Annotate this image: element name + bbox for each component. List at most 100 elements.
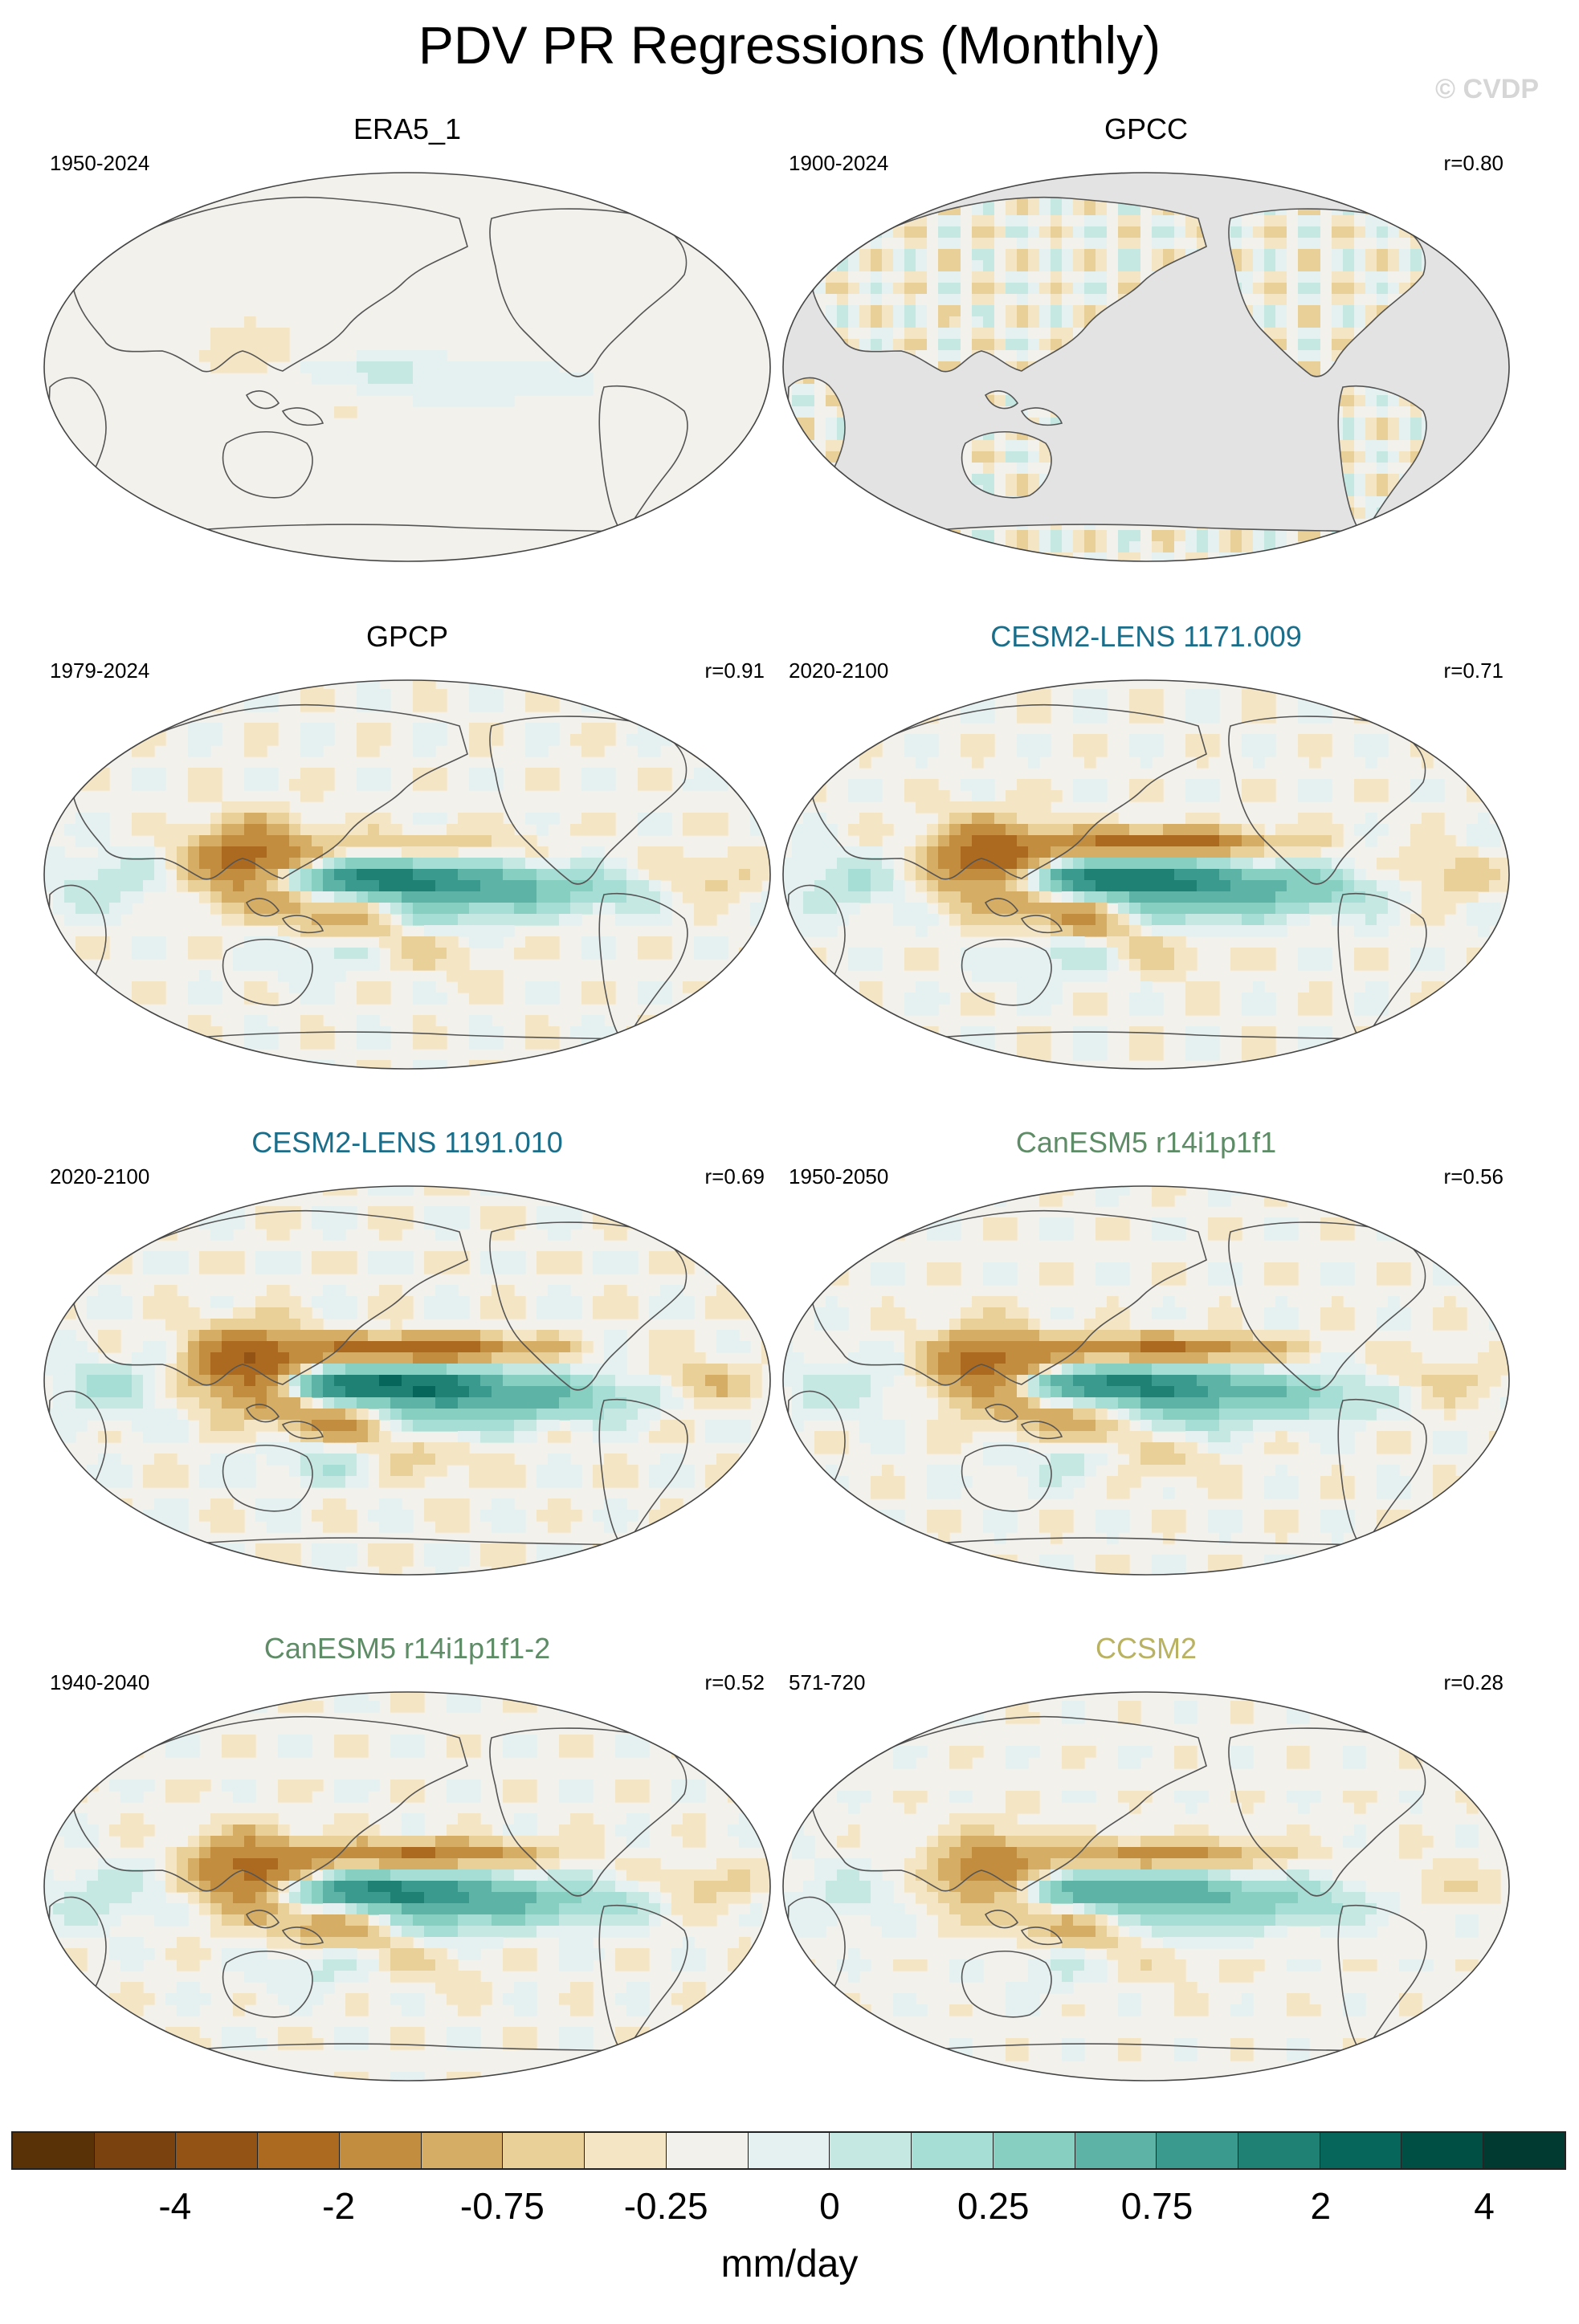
map-panel: CESM2-LENS 1171.009 2020-2100 r=0.71 [781,620,1512,1094]
coastline [1020,1926,1063,1946]
map-border [782,172,1510,562]
map-panel: CESM2-LENS 1191.010 2020-2100 r=0.69 [42,1126,773,1600]
coastline [984,390,1019,410]
figure-title: PDV PR Regressions (Monthly) [418,15,1161,75]
panel-title: GPCP [365,620,449,653]
colorbar-tick-label: -4 [158,2185,192,2227]
panel-period: 2020-2100 [50,1164,150,1189]
panel-period: 1900-2024 [789,151,889,175]
colorbar-tick-label: 0 [819,2185,840,2227]
map-border [43,679,771,1070]
panel-correlation: r=0.56 [1443,1164,1504,1189]
colorbar-tick-label: -0.75 [459,2185,545,2227]
coastline [961,1951,1052,2018]
panel-period: 2020-2100 [789,658,889,683]
panel-period: 571-720 [789,1670,866,1694]
colorbar-box [1238,2133,1320,2168]
coastline [1337,1398,1427,1551]
colorbar-box [258,2133,340,2168]
colorbar-box [94,2133,177,2168]
coastline [245,1910,280,1929]
map-panel: GPCP 1979-2024 r=0.91 [42,620,773,1094]
colorbar-box [503,2133,585,2168]
coastline [222,431,313,499]
coastline [73,1209,468,1386]
colorbar-tick-label: -2 [322,2185,356,2227]
colorbar-tick-label: 0.75 [1120,2185,1193,2227]
cvdp-watermark: © CVDP [1435,74,1539,104]
regression-map [43,1185,771,1576]
map-border [43,1185,771,1576]
colorbar-box [1157,2133,1239,2168]
colorbar-tick-label: 2 [1310,2185,1332,2227]
colorbar-box [830,2133,912,2168]
colorbar-box [993,2133,1075,2168]
panel-title: CCSM2 [1095,1632,1198,1665]
colorbar-box [339,2133,422,2168]
regression-map [782,679,1510,1070]
map-panel: CanESM5 r14i1p1f1 1950-2050 r=0.56 [781,1126,1512,1600]
panel-title: ERA5_1 [353,112,462,145]
coastline [598,1398,688,1551]
coastline [1337,385,1427,537]
colorbar-box [1402,2133,1484,2168]
map-border [43,1691,771,2081]
coastline [598,1904,688,2057]
colorbar-box [1483,2133,1565,2168]
coastline [812,196,1207,373]
coastline [1435,708,1492,748]
coastline [281,1421,324,1440]
coastline [598,892,688,1045]
colorbar-box [1075,2133,1157,2168]
map-border [782,1185,1510,1576]
coastline [245,1404,280,1423]
coastline [1435,1214,1492,1254]
coastline [1020,915,1063,934]
coastline [1435,1720,1492,1759]
coastline [696,201,753,240]
panel-title: CESM2-LENS 1171.009 [990,620,1302,653]
map-border [782,679,1510,1070]
coastline [1337,892,1427,1045]
precip-field [199,316,594,418]
colorbar-box [1320,2133,1402,2168]
coastline [1020,1421,1063,1440]
coastline [812,703,1207,880]
coastline [222,1445,313,1512]
coastline [73,196,468,373]
coastline [73,703,468,880]
map-panel: CanESM5 r14i1p1f1-2 1940-2040 r=0.52 [42,1632,773,2106]
coastline [984,1910,1019,1929]
colorbar-tick-label: 0.25 [957,2185,1030,2227]
coastline [984,1404,1019,1423]
panel-correlation: r=0.28 [1443,1670,1504,1694]
coastline [598,385,688,537]
colorbar-box [421,2133,504,2168]
coastline [245,898,280,917]
regression-map [782,1691,1510,2081]
coastline [73,1715,468,1892]
colorbar-tick-label: 4 [1474,2185,1495,2227]
coastline [1435,201,1492,240]
coastline [696,1720,753,1759]
panel-period: 1979-2024 [50,658,150,683]
coastline [222,1951,313,2018]
colorbar-box [585,2133,667,2168]
panel-period: 1940-2040 [50,1670,150,1694]
colorbar-box [748,2133,830,2168]
coastline [812,1209,1207,1386]
coastline [281,915,324,934]
coastline [984,898,1019,917]
map-border [43,172,771,562]
colorbar-box [912,2133,994,2168]
coastline [1020,407,1063,426]
panel-correlation: r=0.52 [704,1670,765,1694]
regression-map [782,172,1510,562]
colorbar-box [176,2133,259,2168]
panel-period: 1950-2024 [50,151,150,175]
map-border [782,1691,1510,2081]
coastline [281,407,324,426]
panel-title: CanESM5 r14i1p1f1 [1015,1126,1277,1159]
coastline [812,1715,1207,1892]
panel-correlation: r=0.80 [1443,151,1504,175]
